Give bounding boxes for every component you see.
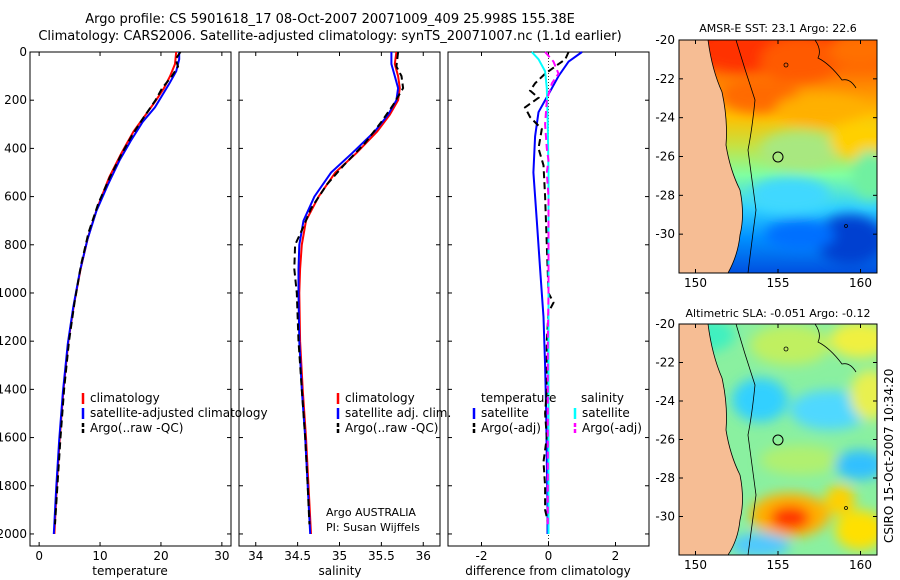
map-y-tick-label: -26 [655,433,675,447]
depth-tick-label: 1000 [0,286,27,300]
x-tick-label: 35.5 [368,549,395,563]
credit-label: CSIRO 15-Oct-2007 10:34:20 [882,369,896,543]
map-x-tick-label: 155 [767,558,790,572]
x-tick-label: 20 [153,549,168,563]
legend-label: satellite [481,406,529,420]
sla-float-marker [772,434,784,446]
map-y-tick-label: -20 [655,33,675,47]
series-line-1-2 [293,51,405,525]
depth-tick-label: 2000 [0,527,27,541]
map-x-tick-label: 160 [849,558,872,572]
legend-label: climatology [90,391,160,405]
legend-label: Argo(-adj) [481,421,541,435]
map-y-tick-label: -28 [655,188,675,202]
legend-header-temperature: temperature [481,391,556,405]
difference-xlabel: difference from climatology [465,564,631,578]
title-line-2: Climatology: CARS2006. Satellite-adjuste… [38,29,622,44]
sla-map-ticks: 150 155 160 -20 -22 -24 -26 -28 -30 [655,317,877,572]
series-line-2-3 [544,51,560,525]
depth-tick-label: 1600 [0,431,27,445]
map-y-tick-label: -28 [655,471,675,485]
x-tick-label: 10 [92,549,107,563]
sst-map-ticks: 150 155 160 -20 -22 -24 -26 -28 -30 [655,33,877,290]
legend-label: satellite-adjusted climatology [90,406,268,420]
pi-label: PI: Susan Wijffels [326,521,420,534]
series-line-0-1 [52,52,181,535]
series-line-0-0 [53,51,178,535]
legend-label: satellite [582,406,630,420]
x-tick-label: 30 [214,549,229,563]
depth-tick-label: 200 [4,93,27,107]
map-y-tick-label: -20 [655,317,675,331]
map-y-tick-label: -26 [655,150,675,164]
map-y-tick-label: -22 [655,356,675,370]
x-tick-label: 34.5 [284,549,311,563]
series-line-2-1 [523,51,570,525]
x-tick-label: 2 [612,549,620,563]
map-y-tick-label: -30 [655,227,675,241]
map-y-tick-label: -22 [655,72,675,86]
x-tick-label: 34 [248,549,263,563]
depth-tick-label: 600 [4,190,27,204]
map-y-tick-label: -24 [655,394,675,408]
legend-label: climatology [345,391,415,405]
map-x-tick-label: 150 [684,558,707,572]
x-tick-label: 0 [545,549,553,563]
x-tick-label: 36 [416,549,431,563]
legend-label: Argo(..raw -QC) [345,421,438,435]
x-tick-label: 0 [35,549,43,563]
profile-plots: 0 10 20 30020040060080010001200140016001800… [0,45,649,563]
x-tick-label: -2 [476,549,488,563]
legend-header-salinity: salinity [581,391,624,405]
sla-map-image [679,324,877,555]
salinity-panel-frame [238,51,441,547]
legend-label: Argo(..raw -QC) [90,421,183,435]
sst-map-title: AMSR-E SST: 23.1 Argo: 22.6 [699,22,857,35]
series-line-2-0 [532,51,583,534]
map-y-tick-label: -30 [655,510,675,524]
series-line-0-2 [54,51,182,525]
series-line-1-0 [298,51,401,535]
legend-label: Argo(-adj) [582,421,642,435]
depth-tick-label: 800 [4,238,27,252]
depth-tick-label: 1200 [0,334,27,348]
sla-map-title: Altimetric SLA: -0.051 Argo: -0.12 [686,307,871,320]
sst-float-marker [772,151,784,163]
depth-tick-label: 400 [4,141,27,155]
temperature-xlabel: temperature [92,564,167,578]
map-x-tick-label: 160 [849,276,872,290]
depth-tick-label: 1400 [0,382,27,396]
map-x-tick-label: 150 [684,276,707,290]
depth-tick-label: 0 [19,45,27,59]
title-line-1: Argo profile: CS 5901618_17 08-Oct-2007 … [85,12,575,27]
salinity-xlabel: salinity [318,564,361,578]
temperature-panel-frame [29,51,232,547]
argo-program-label: Argo AUSTRALIA [326,506,416,519]
map-x-tick-label: 155 [767,276,790,290]
legend-label: satellite adj. clim. [345,406,451,420]
map-y-tick-label: -24 [655,111,675,125]
sst-map-image [679,40,877,273]
depth-tick-label: 1800 [0,479,27,493]
x-tick-label: 35 [332,549,347,563]
